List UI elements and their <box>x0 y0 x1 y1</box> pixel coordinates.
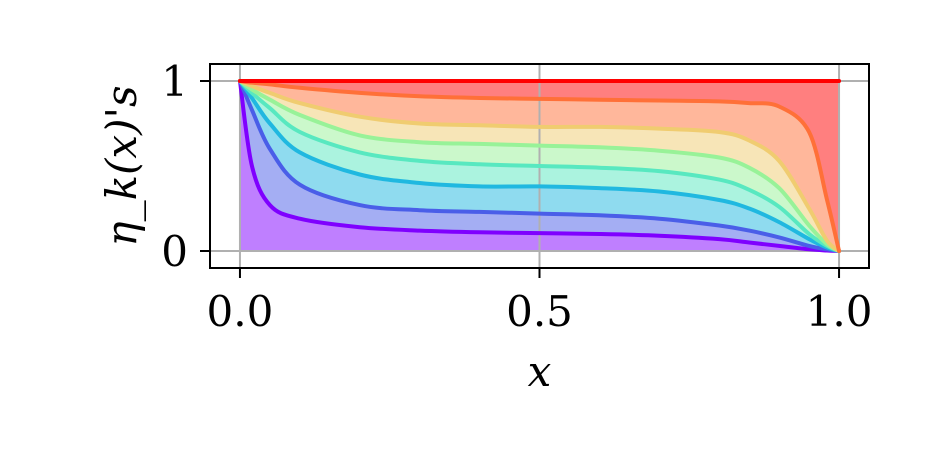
area-band-6 <box>239 81 840 251</box>
y-axis-label: η_k(x)'s <box>97 85 146 246</box>
series-line-3 <box>237 79 842 253</box>
series-line-4 <box>237 79 842 253</box>
area-band-7 <box>239 81 840 251</box>
y-tick-label: 1 <box>161 57 188 106</box>
series-line-7 <box>237 79 842 253</box>
area-band-1 <box>239 81 840 251</box>
series-line-1 <box>237 79 842 253</box>
x-tick-label: 0.5 <box>506 287 573 336</box>
area-band-8 <box>239 81 840 251</box>
axis-ticks: 0.0 0.5 1.0 0 1 <box>161 57 872 336</box>
series-line-5 <box>237 79 842 253</box>
x-tick-label: 1.0 <box>806 287 873 336</box>
series-lines <box>237 79 842 253</box>
y-tick-label: 0 <box>161 227 188 276</box>
series-line-2 <box>237 79 842 253</box>
series-line-6 <box>237 79 842 253</box>
x-tick-label: 0.0 <box>207 287 274 336</box>
x-axis-label: x <box>528 347 552 396</box>
